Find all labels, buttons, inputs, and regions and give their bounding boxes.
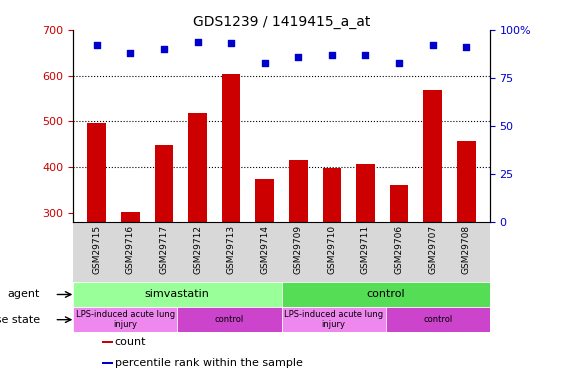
- Text: GSM29717: GSM29717: [159, 225, 168, 274]
- Text: LPS-induced acute lung
injury: LPS-induced acute lung injury: [75, 310, 175, 329]
- Bar: [323, 168, 341, 222]
- Text: agent: agent: [7, 290, 40, 300]
- Text: GSM29706: GSM29706: [395, 225, 404, 274]
- Text: percentile rank within the sample: percentile rank within the sample: [114, 358, 302, 368]
- Bar: [155, 145, 173, 222]
- Point: [462, 44, 471, 50]
- Text: GSM29709: GSM29709: [294, 225, 303, 274]
- Point: [226, 40, 235, 46]
- Text: GSM29714: GSM29714: [260, 225, 269, 274]
- Text: GSM29715: GSM29715: [92, 225, 101, 274]
- Text: disease state: disease state: [0, 315, 40, 325]
- Text: GSM29708: GSM29708: [462, 225, 471, 274]
- Bar: [102, 363, 113, 364]
- Text: GSM29716: GSM29716: [126, 225, 135, 274]
- Point: [294, 54, 303, 60]
- Bar: [102, 341, 113, 343]
- Point: [395, 60, 404, 66]
- Bar: [73, 307, 177, 332]
- Point: [361, 52, 370, 58]
- Bar: [282, 307, 386, 332]
- Point: [428, 42, 437, 48]
- Text: GSM29712: GSM29712: [193, 225, 202, 274]
- Text: count: count: [114, 337, 146, 347]
- Bar: [356, 164, 375, 222]
- Text: control: control: [423, 315, 452, 324]
- Point: [159, 46, 168, 52]
- Text: control: control: [215, 315, 244, 324]
- Point: [260, 60, 269, 66]
- Bar: [423, 90, 442, 222]
- Bar: [222, 74, 240, 222]
- Text: GSM29711: GSM29711: [361, 225, 370, 274]
- Point: [328, 52, 337, 58]
- Point: [193, 39, 202, 45]
- Title: GDS1239 / 1419415_a_at: GDS1239 / 1419415_a_at: [193, 15, 370, 29]
- Text: GSM29707: GSM29707: [428, 225, 437, 274]
- Point: [126, 50, 135, 56]
- Bar: [177, 307, 282, 332]
- Text: GSM29710: GSM29710: [328, 225, 337, 274]
- Text: control: control: [367, 290, 405, 300]
- Bar: [282, 282, 490, 307]
- Bar: [87, 123, 106, 222]
- Bar: [121, 212, 140, 222]
- Text: GSM29713: GSM29713: [226, 225, 235, 274]
- Text: simvastatin: simvastatin: [145, 290, 210, 300]
- Bar: [256, 179, 274, 222]
- Bar: [73, 282, 282, 307]
- Bar: [457, 141, 476, 222]
- Point: [92, 42, 101, 48]
- Bar: [390, 185, 408, 222]
- Bar: [386, 307, 490, 332]
- Text: LPS-induced acute lung
injury: LPS-induced acute lung injury: [284, 310, 383, 329]
- Bar: [289, 160, 307, 222]
- Bar: [188, 113, 207, 222]
